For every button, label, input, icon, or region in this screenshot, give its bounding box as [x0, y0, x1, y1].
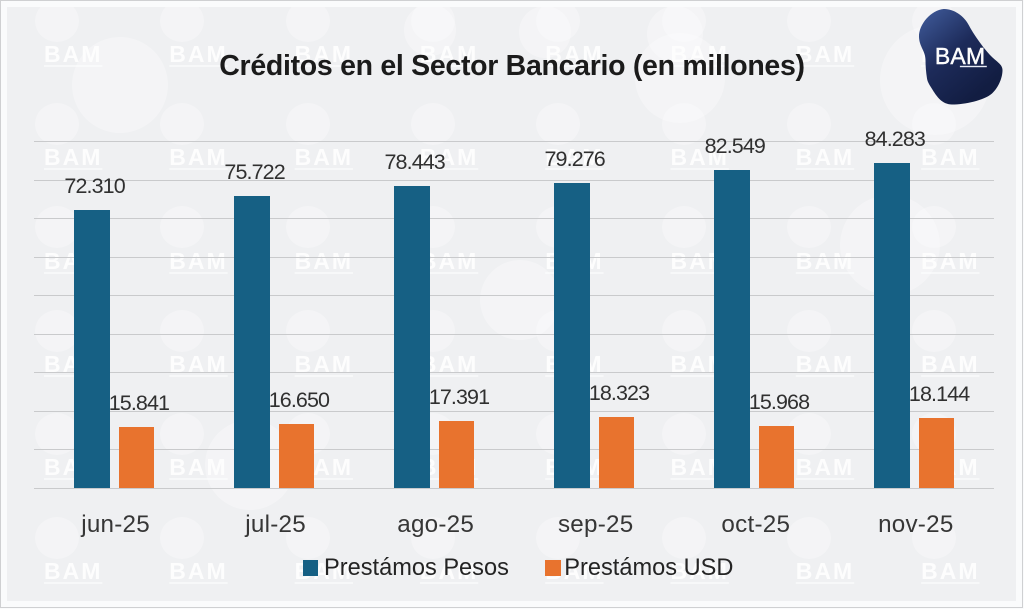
- svg-text:BAM: BAM: [935, 43, 985, 69]
